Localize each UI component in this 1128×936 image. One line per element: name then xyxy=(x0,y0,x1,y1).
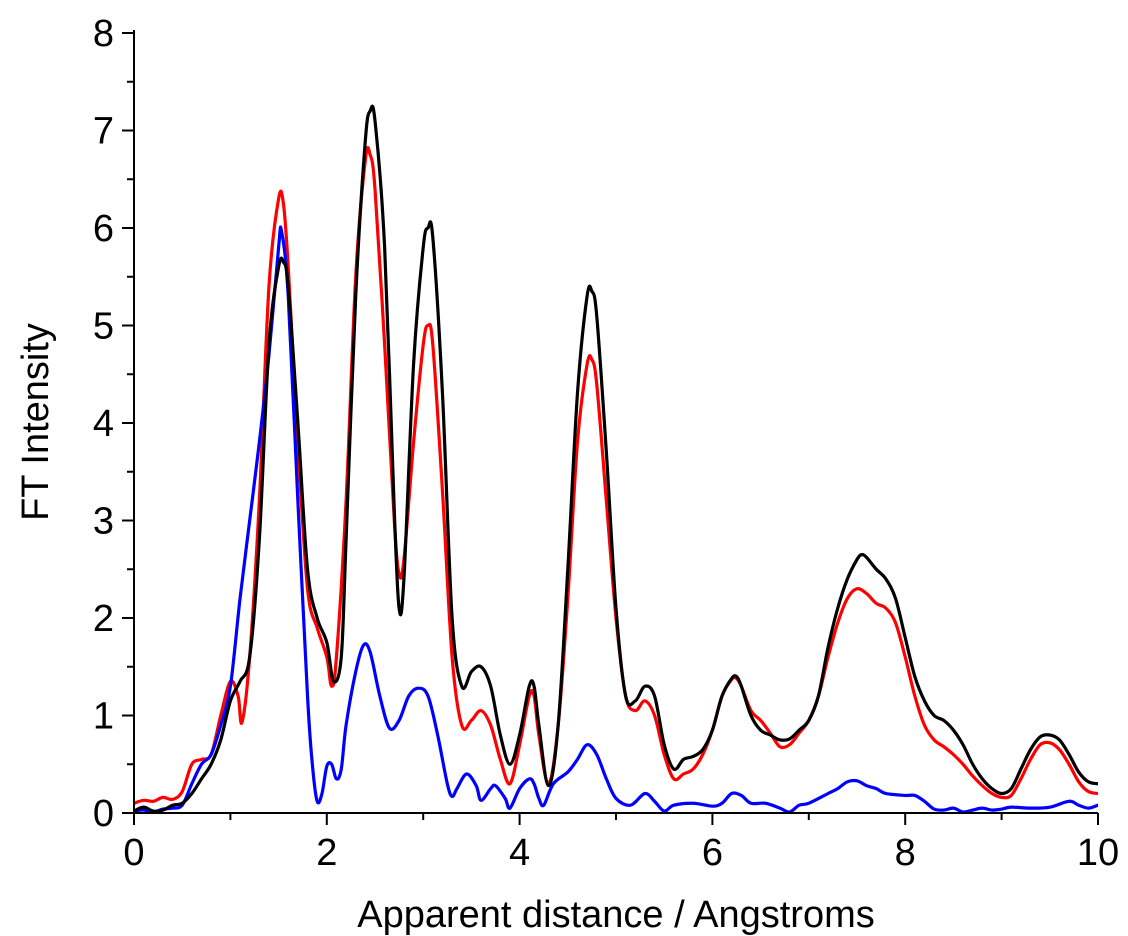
ticks-layer: 0 2 4 6 8 10 0 1 2 3 4 5 6 7 8 xyxy=(93,13,1119,874)
x-tick-label: 4 xyxy=(509,832,530,874)
x-tick-label: 6 xyxy=(702,832,723,874)
x-tick-label: 8 xyxy=(895,832,916,874)
axes-layer xyxy=(133,30,1098,814)
black-series-line xyxy=(134,104,1098,813)
y-tick-label: 0 xyxy=(93,793,114,835)
x-tick-label: 0 xyxy=(123,832,144,874)
x-tick-label: 2 xyxy=(316,832,337,874)
y-tick-label: 1 xyxy=(93,696,114,738)
series-layer xyxy=(134,104,1098,814)
x-tick-label: 10 xyxy=(1077,832,1119,874)
y-tick-label: 5 xyxy=(93,306,114,348)
y-tick-label: 8 xyxy=(93,13,114,55)
x-axis-title: Apparent distance / Angstroms xyxy=(357,894,875,936)
y-tick-label: 6 xyxy=(93,208,114,250)
y-tick-label: 3 xyxy=(93,501,114,543)
y-tick-label: 7 xyxy=(93,111,114,153)
y-tick-label: 4 xyxy=(93,403,114,445)
y-axis-title: FT Intensity xyxy=(15,323,57,521)
y-tick-label: 2 xyxy=(93,598,114,640)
blue-series-line xyxy=(134,225,1098,814)
